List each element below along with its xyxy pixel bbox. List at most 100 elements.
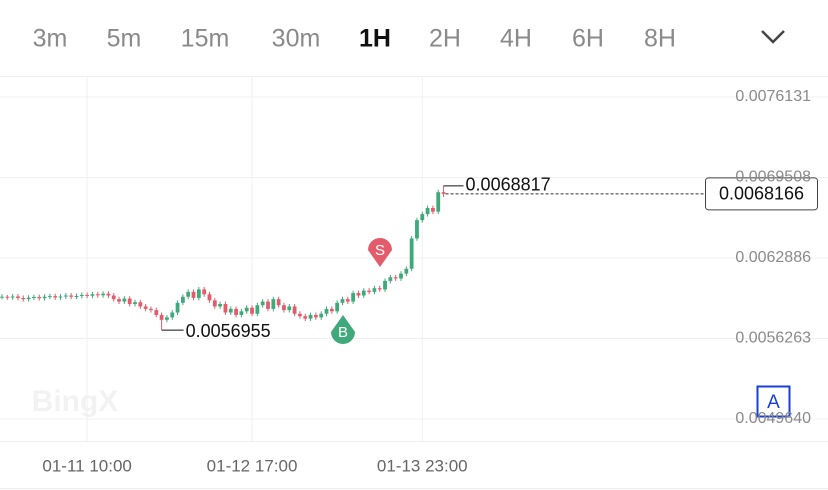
candle-body <box>0 296 4 298</box>
watermark: BingX <box>32 385 119 418</box>
trade-marker-pin <box>368 238 392 267</box>
candle-body <box>335 302 340 312</box>
high-label: 0.0068817 <box>466 175 551 195</box>
candle-body <box>90 294 95 296</box>
y-tick-label: 0.0069508 <box>735 169 811 186</box>
candle-body <box>436 192 441 212</box>
candle-body <box>63 295 68 297</box>
candle-body <box>106 293 111 296</box>
candle-body <box>239 311 244 315</box>
candle-body <box>372 288 377 292</box>
timeframe-tab[interactable]: 5m <box>107 25 142 53</box>
timeframe-tab[interactable]: 6H <box>572 25 604 53</box>
candle-body <box>292 306 297 314</box>
candle-body <box>271 299 276 309</box>
candle-body <box>212 300 217 307</box>
candle-body <box>250 307 254 314</box>
candle-body <box>303 316 308 319</box>
candle-body <box>95 294 100 296</box>
last-price-box <box>705 177 818 211</box>
candle-body <box>159 314 164 320</box>
candle-body <box>276 299 281 306</box>
candle-body <box>202 289 207 295</box>
candle-body <box>127 298 132 305</box>
y-tick-label: 0.0056263 <box>735 330 811 347</box>
candle-body <box>37 296 42 299</box>
candle-body <box>287 306 292 311</box>
candle-body <box>244 307 249 312</box>
trade-marker-pin <box>331 315 355 344</box>
candle-body <box>282 305 286 311</box>
candle-body <box>175 302 180 313</box>
expand-chevron[interactable] <box>761 30 785 44</box>
candle-body <box>218 304 223 307</box>
timeframe-tab[interactable]: 15m <box>181 25 230 53</box>
candle-body <box>111 295 116 300</box>
candle-body <box>313 314 318 318</box>
a-button-label[interactable]: A <box>767 392 780 413</box>
candle-body <box>404 268 409 274</box>
candle-body <box>255 305 260 314</box>
y-tick-label: 0.0076131 <box>735 88 811 105</box>
y-tick-label: 0.0062886 <box>735 249 811 266</box>
timeframe-tab[interactable]: 8H <box>644 25 676 53</box>
candle-body <box>324 308 329 314</box>
timeframe-tab[interactable]: 4H <box>500 25 532 53</box>
candle-body <box>266 301 270 309</box>
candle-body <box>431 207 435 212</box>
candle-body <box>170 312 175 318</box>
candle-body <box>340 299 345 303</box>
candle-body <box>101 293 105 296</box>
candle-body <box>149 308 153 311</box>
candle-body <box>180 296 185 303</box>
timeframe-tab[interactable]: 3m <box>33 25 68 53</box>
candle-body <box>399 273 403 279</box>
x-tick-label: 01-11 10:00 <box>42 456 131 475</box>
candle-body <box>42 296 47 299</box>
candle-body <box>223 304 228 313</box>
last-price-label: 0.0068166 <box>719 184 804 204</box>
candle-body <box>122 298 127 302</box>
candle-body <box>319 313 324 318</box>
candle-body <box>367 290 371 292</box>
candle-body <box>26 297 31 300</box>
plot-area: 0.0068166 S B <box>0 77 828 441</box>
x-tick-label: 01-12 17:00 <box>207 456 298 475</box>
candle-body <box>191 291 196 298</box>
candle-body <box>441 192 446 194</box>
candle-body <box>377 288 382 290</box>
timeframe-tab[interactable]: 2H <box>429 25 461 53</box>
timeframe-tab[interactable]: 1H <box>359 25 391 53</box>
candle-body <box>388 277 393 281</box>
candle-body <box>260 301 265 306</box>
candle-body <box>196 289 201 298</box>
candle-body <box>165 317 169 320</box>
candle-body <box>133 302 137 305</box>
candle-body <box>154 310 159 315</box>
x-tick-label: 01-13 23:00 <box>377 456 468 475</box>
candle-body <box>79 294 84 296</box>
candle-body <box>117 299 121 302</box>
candle-body <box>207 294 212 301</box>
candle-body <box>53 296 58 298</box>
a-button[interactable] <box>756 385 791 418</box>
candle-body <box>420 214 425 221</box>
candle-body <box>69 295 74 297</box>
candle-body <box>85 294 90 296</box>
candle-body <box>329 308 334 312</box>
candle-body <box>356 293 361 296</box>
candle-body <box>393 277 398 279</box>
candle-body <box>58 296 63 298</box>
candle-body <box>5 296 10 298</box>
candle-body <box>298 313 302 317</box>
candle-body <box>74 295 79 297</box>
candle-body <box>16 296 20 298</box>
candle-body <box>234 308 238 315</box>
candle-body <box>425 207 430 215</box>
candle-body <box>138 302 143 307</box>
low-label: 0.0056955 <box>186 321 271 341</box>
timeframe-tab[interactable]: 30m <box>272 25 321 53</box>
candle-body <box>143 306 148 309</box>
